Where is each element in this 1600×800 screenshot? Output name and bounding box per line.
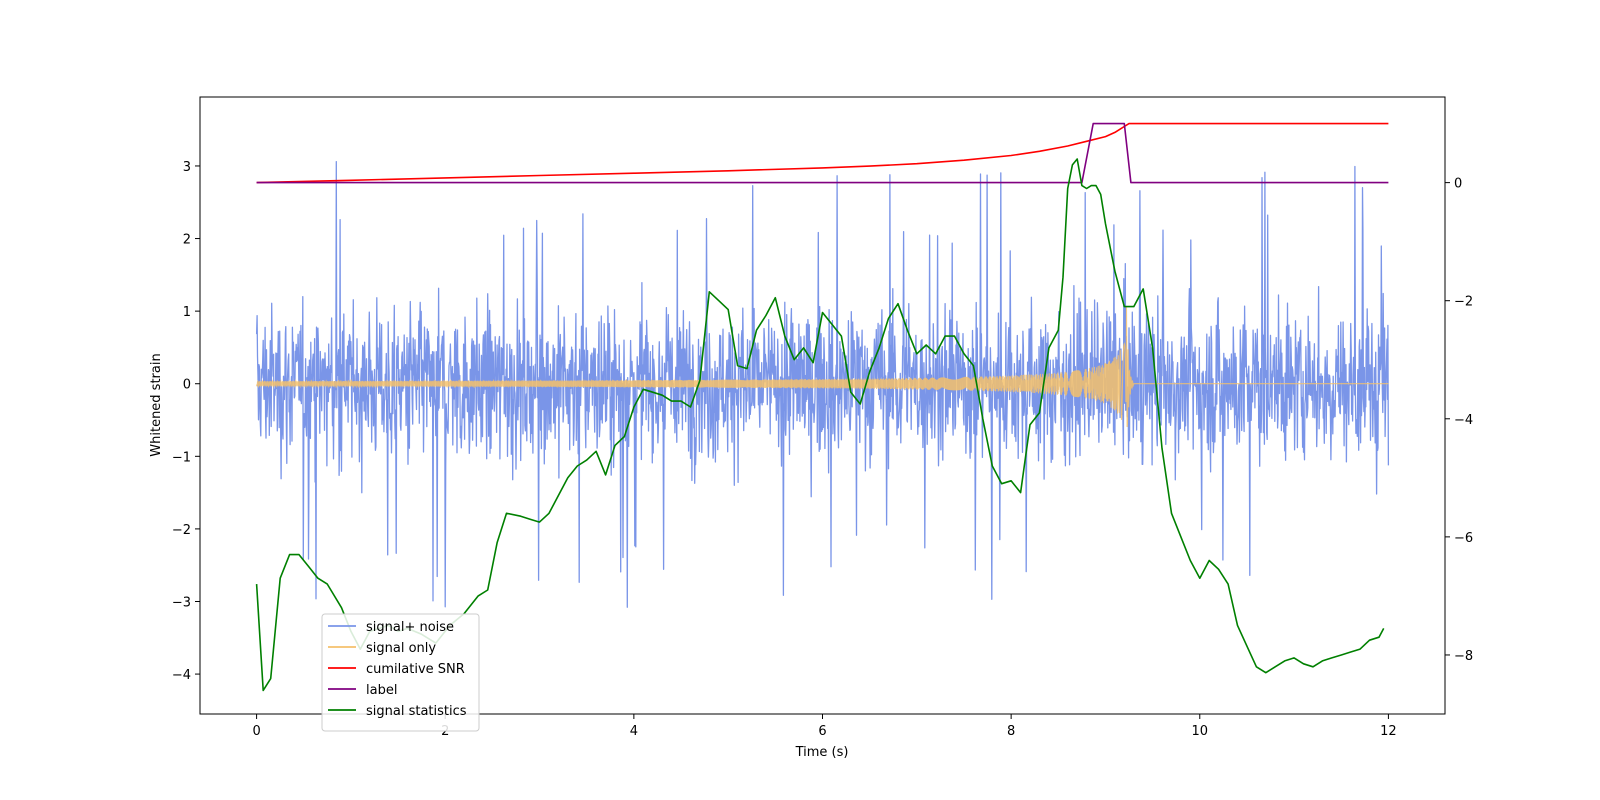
legend-label: signal only [366,641,436,656]
y-tick-label-left: −3 [172,595,191,610]
legend-box [321,613,480,732]
legend-label: label [366,683,397,698]
legend-label: cumilative SNR [366,662,465,677]
series-line-label [256,122,1389,184]
legend: signal+ noise signal only cumilative SNR la… [321,613,480,732]
x-axis-label: Time (s) [795,745,849,760]
legend-label: signal+ noise [366,620,454,635]
x-tick-label: 6 [818,724,826,739]
plot-area [255,122,1390,692]
series-line-signal-statistics [255,158,1385,692]
y-tick-label-left: −1 [172,450,191,465]
y-tick-label-left: −2 [172,523,191,538]
series-line-signal-only [256,306,1389,428]
y-axis-label: Whitened strain [149,353,164,456]
y-tick-label-right: −6 [1454,531,1473,546]
y-tick-label-left: −4 [172,668,191,683]
y-tick-label-right: −4 [1454,413,1473,428]
y-tick-label-right: 0 [1454,177,1462,192]
series-line-signal-noise [255,160,1390,608]
x-tick-label: 8 [1007,724,1015,739]
x-tick-label: 12 [1380,724,1397,739]
y-tick-label-left: 0 [183,378,191,393]
x-tick-label: 0 [252,724,260,739]
y-tick-label-right: −8 [1454,649,1473,664]
y-tick-label-left: 2 [183,233,191,248]
y-axis-right: −8 −6 −4 −2 0 [1445,177,1473,664]
legend-label: signal statistics [366,704,467,719]
y-axis-left: −4 −3 −2 −1 0 1 2 3 [172,160,200,683]
series-line-cumulative-snr [256,122,1389,184]
y-tick-label-right: −2 [1454,295,1473,310]
y-tick-label-left: 3 [183,160,191,175]
y-tick-label-left: 1 [183,305,191,320]
x-tick-label: 10 [1191,724,1208,739]
x-tick-label: 4 [630,724,638,739]
